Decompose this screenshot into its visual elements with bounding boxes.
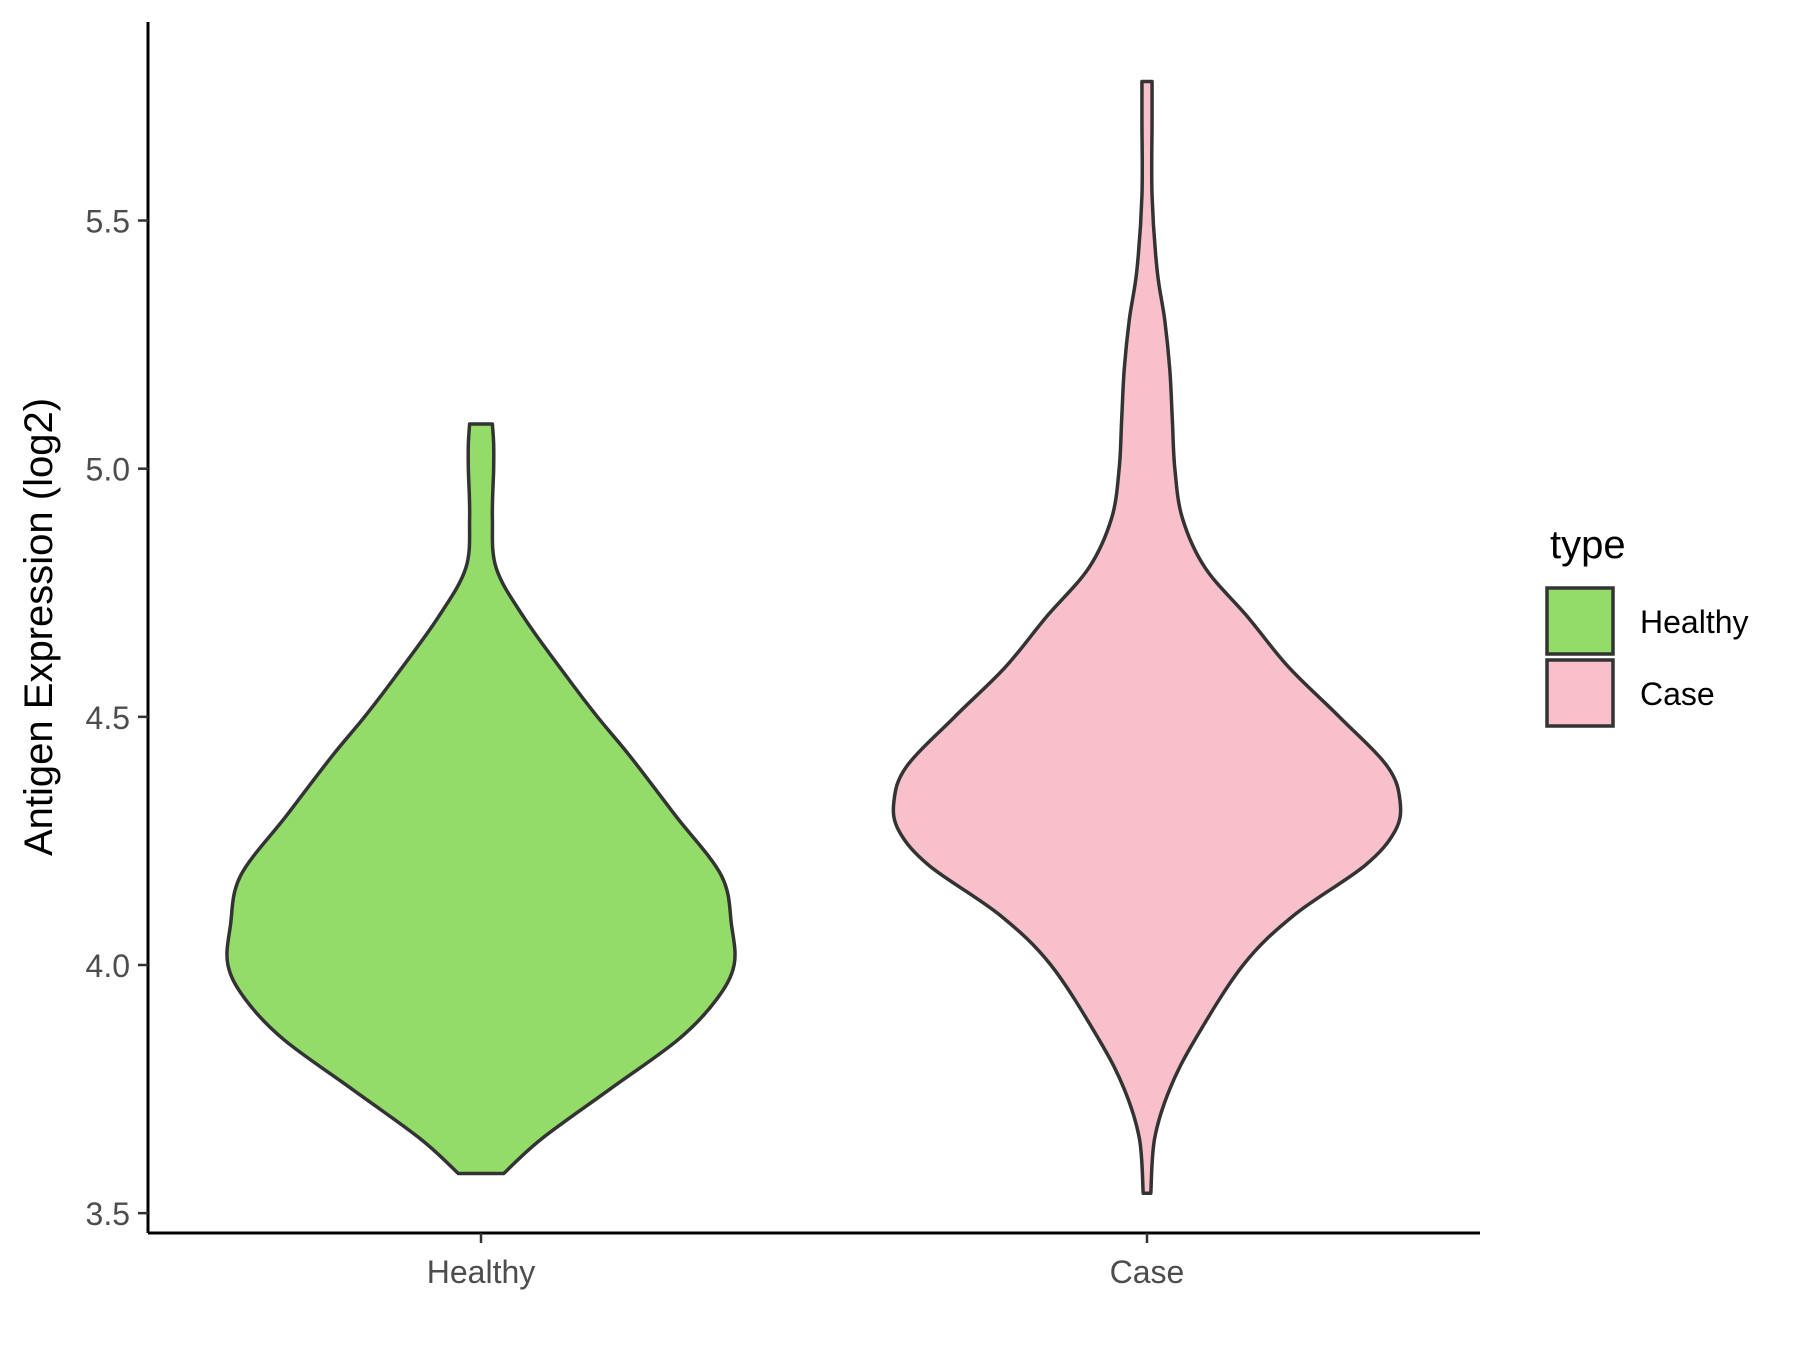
legend-title: type (1550, 523, 1626, 567)
violins (225, 79, 1403, 1196)
y-ticks: 3.5 4.0 4.5 5.0 5.5 (86, 204, 148, 1232)
legend-label-healthy: Healthy (1640, 604, 1749, 640)
x-tick-label-case: Case (1110, 1254, 1185, 1290)
legend-swatch-case (1545, 658, 1615, 728)
legend-items: Healthy Case (1545, 586, 1749, 728)
legend-label-case: Case (1640, 676, 1715, 712)
x-tick-label-healthy: Healthy (427, 1254, 536, 1290)
y-axis-label: Antigen Expression (log2) (17, 398, 61, 856)
violin-case (891, 79, 1403, 1196)
y-tick-label-5-5: 5.5 (86, 204, 130, 240)
y-tick-label-4-0: 4.0 (86, 948, 130, 984)
x-ticks: Healthy Case (427, 1233, 1185, 1290)
legend: type Healthy Case (1545, 523, 1749, 728)
y-tick-label-3-5: 3.5 (86, 1196, 130, 1232)
y-tick-label-4-5: 4.5 (86, 700, 130, 736)
violin-healthy (225, 422, 737, 1176)
plot-area: 3.5 4.0 4.5 5.0 5.5 Healthy Case (86, 22, 1480, 1290)
y-tick-label-5-0: 5.0 (86, 452, 130, 488)
legend-swatch-healthy (1545, 586, 1615, 656)
